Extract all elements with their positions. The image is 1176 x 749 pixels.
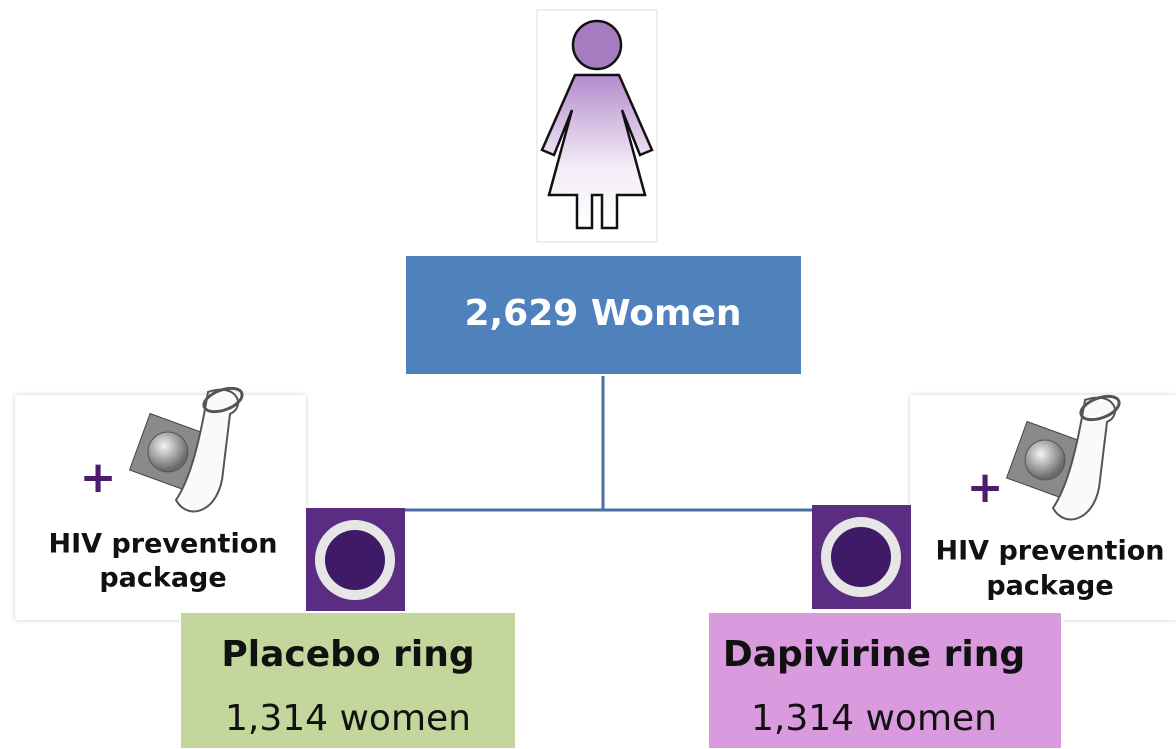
package-label: HIV prevention (936, 536, 1165, 567)
ring-icon (306, 508, 405, 612)
package-label: HIV prevention (49, 529, 278, 560)
package-label: package (99, 563, 226, 594)
page: {"top": {"label": "2,629 Women"}, "arms"… (0, 0, 1176, 749)
woman-icon (537, 10, 657, 242)
package-label: package (986, 571, 1113, 602)
package-card: + HIV prevention package (910, 392, 1176, 620)
package-card: + HIV prevention package (15, 384, 306, 620)
connectors (405, 375, 812, 510)
plus: + (967, 462, 1004, 513)
plus: + (80, 452, 117, 503)
ring-icon (812, 505, 911, 609)
arm-count: 1,314 women (751, 698, 997, 739)
diagram: 2,629 Women + HIV prevention package + H… (0, 0, 1176, 749)
arm-count: 1,314 women (225, 698, 471, 739)
total-label: 2,629 Women (464, 293, 741, 334)
arm-name: Dapivirine ring (723, 634, 1025, 675)
arm-name: Placebo ring (221, 634, 474, 675)
